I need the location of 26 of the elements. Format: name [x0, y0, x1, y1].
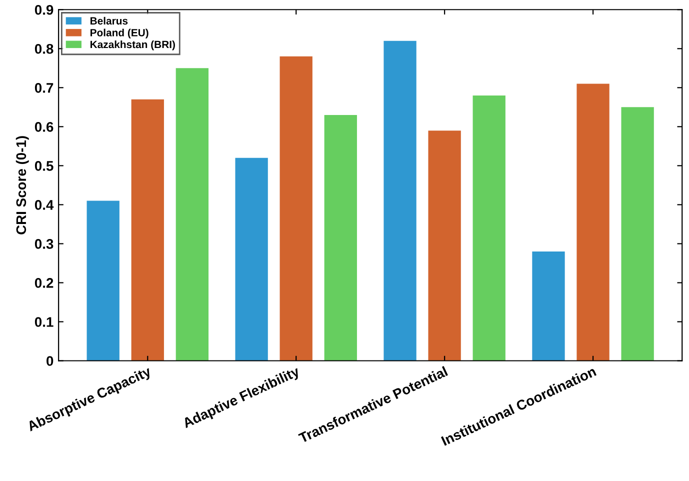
legend-label: Kazakhstan (BRI)	[90, 40, 175, 50]
bar	[235, 158, 268, 361]
y-tick-label: 0	[46, 356, 54, 366]
legend-label: Belarus	[90, 16, 128, 25]
y-tick-label: 0.7	[34, 82, 54, 93]
bar	[131, 99, 164, 361]
y-tick-label: 0.4	[34, 200, 54, 210]
bar	[472, 95, 506, 361]
y-tick-label: 0.5	[34, 161, 54, 171]
y-tick-label: 0.9	[34, 4, 54, 15]
bar	[532, 252, 565, 361]
bar	[428, 130, 461, 361]
bar	[576, 84, 610, 361]
y-tick-label: 0.6	[34, 122, 54, 132]
y-tick-label: 0.1	[34, 317, 54, 327]
y-tick-label: 0.2	[34, 278, 54, 288]
y-axis-title: CRI Score (0-1)	[16, 136, 29, 234]
bar	[176, 68, 209, 361]
y-tick-label: 0.3	[34, 239, 54, 249]
bar	[280, 56, 312, 361]
bar	[324, 114, 357, 361]
bar	[384, 40, 416, 361]
y-tick-label: 0.8	[34, 44, 54, 54]
bar	[86, 200, 120, 361]
bar	[621, 107, 654, 361]
legend-label: Poland (EU)	[90, 28, 148, 38]
